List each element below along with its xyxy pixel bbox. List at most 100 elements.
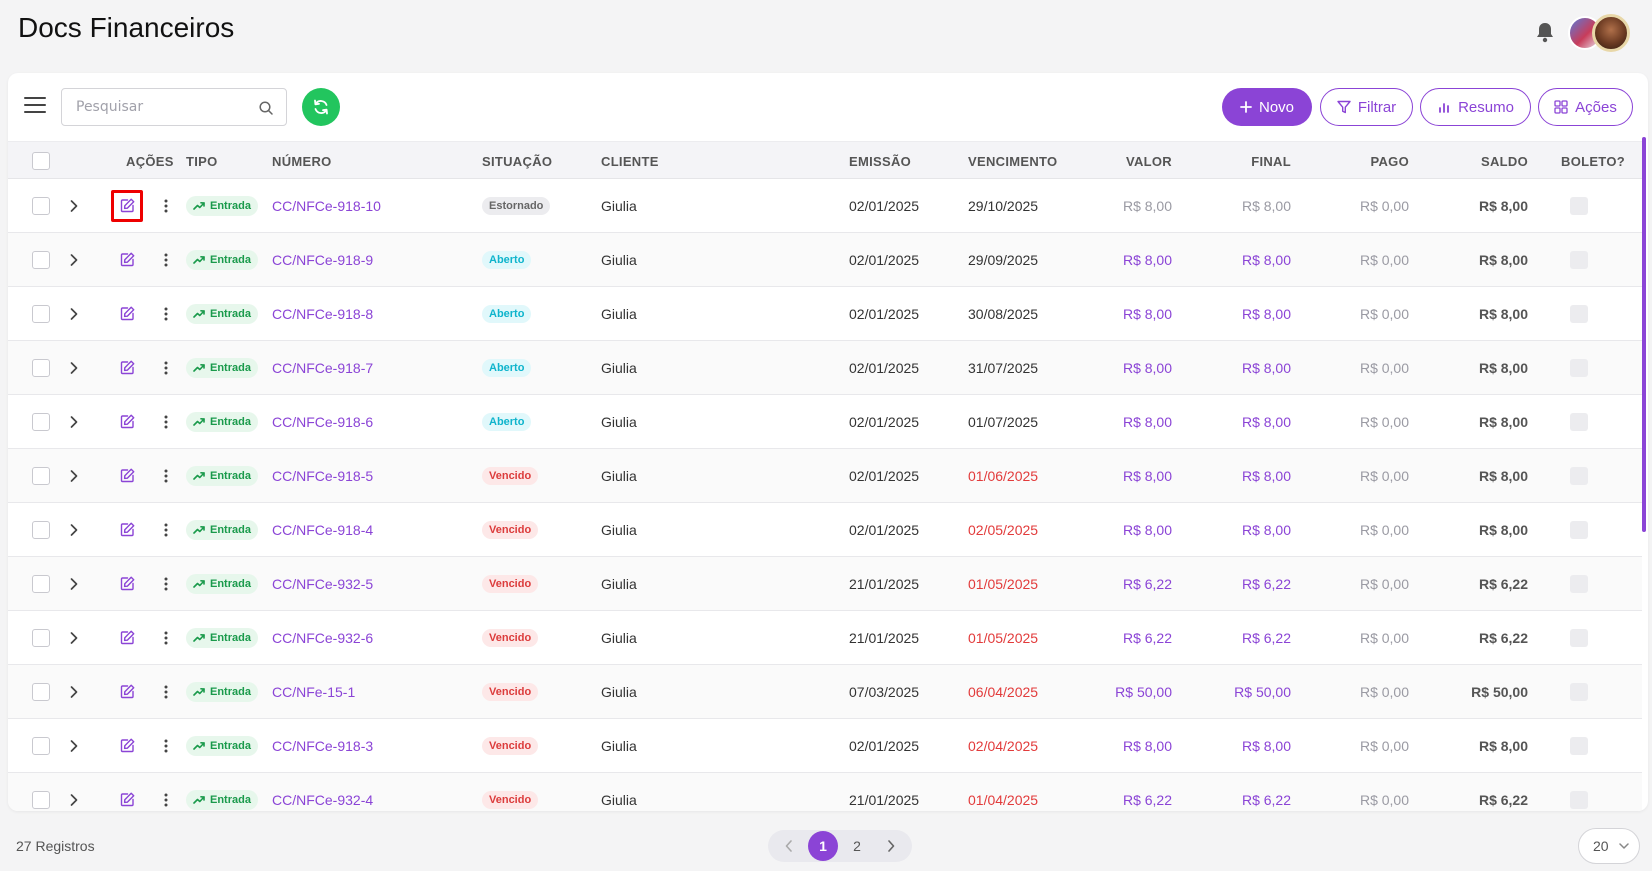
more-options-button[interactable] (164, 557, 168, 610)
boleto-checkbox[interactable] (1570, 304, 1588, 323)
edit-button[interactable] (111, 676, 143, 708)
user-avatars[interactable] (1568, 14, 1632, 52)
search-input[interactable] (62, 89, 242, 125)
more-options-button[interactable] (164, 449, 168, 502)
boleto-checkbox[interactable] (1570, 250, 1588, 269)
boleto-checkbox[interactable] (1570, 520, 1588, 539)
col-final[interactable]: FINAL (1251, 154, 1291, 169)
resumo-button[interactable]: Resumo (1420, 88, 1531, 126)
boleto-checkbox[interactable] (1570, 466, 1588, 485)
table-row[interactable]: Entrada CC/NFCe-918-4 Vencido Giulia 02/01/2… (8, 503, 1642, 557)
boleto-checkbox[interactable] (1570, 736, 1588, 755)
expand-row-button[interactable] (69, 395, 79, 448)
more-options-button[interactable] (164, 773, 168, 811)
per-page-select[interactable]: 20 (1578, 828, 1640, 864)
col-situacao[interactable]: SITUAÇÃO (482, 154, 553, 169)
edit-button[interactable] (111, 622, 143, 654)
page-2-button[interactable]: 2 (853, 838, 861, 854)
expand-row-button[interactable] (69, 719, 79, 772)
edit-button[interactable] (111, 298, 143, 330)
expand-row-button[interactable] (69, 773, 79, 811)
edit-button[interactable] (111, 244, 143, 276)
table-row[interactable]: Entrada CC/NFCe-918-5 Vencido Giulia 02/01/2… (8, 449, 1642, 503)
acoes-button[interactable]: Ações (1538, 88, 1633, 126)
row-checkbox[interactable] (32, 304, 50, 323)
table-row[interactable]: Entrada CC/NFCe-918-3 Vencido Giulia 02/01/2… (8, 719, 1642, 773)
row-checkbox[interactable] (32, 358, 50, 377)
numero-link[interactable]: CC/NFCe-932-6 (272, 629, 374, 646)
boleto-checkbox[interactable] (1570, 628, 1588, 647)
more-options-button[interactable] (164, 287, 168, 340)
search-icon[interactable] (258, 100, 274, 116)
expand-row-button[interactable] (69, 233, 79, 286)
next-page-button[interactable] (876, 831, 906, 861)
more-options-button[interactable] (164, 503, 168, 556)
boleto-checkbox[interactable] (1570, 790, 1588, 809)
more-options-button[interactable] (164, 341, 168, 394)
table-row[interactable]: Entrada CC/NFCe-918-10 Estornado Giulia 02/0… (8, 179, 1642, 233)
novo-button[interactable]: Novo (1222, 88, 1312, 126)
more-options-button[interactable] (164, 719, 168, 772)
edit-button[interactable] (111, 406, 143, 438)
more-options-button[interactable] (164, 233, 168, 286)
boleto-checkbox[interactable] (1570, 412, 1588, 431)
table-row[interactable]: Entrada CC/NFCe-932-4 Vencido Giulia 21/01/2… (8, 773, 1642, 811)
numero-link[interactable]: CC/NFCe-918-10 (272, 197, 381, 214)
edit-button[interactable] (111, 189, 143, 222)
numero-link[interactable]: CC/NFCe-918-5 (272, 467, 374, 484)
numero-link[interactable]: CC/NFCe-932-5 (272, 575, 374, 592)
edit-button[interactable] (111, 514, 143, 546)
col-tipo[interactable]: TIPO (186, 154, 218, 169)
more-options-button[interactable] (164, 665, 168, 718)
edit-button[interactable] (111, 784, 143, 812)
notification-bell-icon[interactable] (1535, 21, 1555, 43)
table-row[interactable]: Entrada CC/NFCe-932-6 Vencido Giulia 21/01/2… (8, 611, 1642, 665)
row-checkbox[interactable] (32, 250, 50, 269)
expand-row-button[interactable] (69, 179, 79, 232)
edit-button[interactable] (111, 460, 143, 492)
row-checkbox[interactable] (32, 520, 50, 539)
table-row[interactable]: Entrada CC/NFCe-932-5 Vencido Giulia 21/01/2… (8, 557, 1642, 611)
row-checkbox[interactable] (32, 628, 50, 647)
col-numero[interactable]: NÚMERO (272, 154, 332, 169)
prev-page-button[interactable] (774, 831, 804, 861)
numero-link[interactable]: CC/NFCe-932-4 (272, 791, 374, 808)
numero-link[interactable]: CC/NFCe-918-3 (272, 737, 374, 754)
numero-link[interactable]: CC/NFCe-918-6 (272, 413, 374, 430)
col-cliente[interactable]: CLIENTE (601, 154, 659, 169)
expand-row-button[interactable] (69, 557, 79, 610)
numero-link[interactable]: CC/NFe-15-1 (272, 683, 356, 700)
select-all-checkbox[interactable] (32, 152, 50, 170)
avatar[interactable] (1592, 14, 1630, 52)
numero-link[interactable]: CC/NFCe-918-9 (272, 251, 374, 268)
refresh-button[interactable] (302, 88, 340, 126)
table-row[interactable]: Entrada CC/NFCe-918-7 Aberto Giulia 02/01/20… (8, 341, 1642, 395)
numero-link[interactable]: CC/NFCe-918-4 (272, 521, 374, 538)
col-acoes[interactable]: AÇÕES (126, 154, 174, 169)
table-row[interactable]: Entrada CC/NFCe-918-9 Aberto Giulia 02/01/20… (8, 233, 1642, 287)
edit-button[interactable] (111, 730, 143, 762)
boleto-checkbox[interactable] (1570, 574, 1588, 593)
row-checkbox[interactable] (32, 196, 50, 215)
row-checkbox[interactable] (32, 466, 50, 485)
numero-link[interactable]: CC/NFCe-918-8 (272, 305, 374, 322)
expand-row-button[interactable] (69, 665, 79, 718)
boleto-checkbox[interactable] (1570, 196, 1588, 215)
menu-button[interactable] (24, 97, 46, 115)
col-emissao[interactable]: EMISSÃO (849, 154, 912, 169)
row-checkbox[interactable] (32, 682, 50, 701)
vertical-scrollbar[interactable] (1642, 137, 1646, 532)
filtrar-button[interactable]: Filtrar (1320, 88, 1413, 126)
boleto-checkbox[interactable] (1570, 682, 1588, 701)
expand-row-button[interactable] (69, 287, 79, 340)
edit-button[interactable] (111, 352, 143, 384)
col-pago[interactable]: PAGO (1370, 154, 1409, 169)
row-checkbox[interactable] (32, 790, 50, 809)
table-row[interactable]: Entrada CC/NFCe-918-6 Aberto Giulia 02/01/20… (8, 395, 1642, 449)
more-options-button[interactable] (164, 395, 168, 448)
col-vencimento[interactable]: VENCIMENTO (968, 154, 1058, 169)
col-boleto[interactable]: BOLETO? (1561, 154, 1625, 169)
table-row[interactable]: Entrada CC/NFCe-918-8 Aberto Giulia 02/01/20… (8, 287, 1642, 341)
expand-row-button[interactable] (69, 341, 79, 394)
edit-button[interactable] (111, 568, 143, 600)
